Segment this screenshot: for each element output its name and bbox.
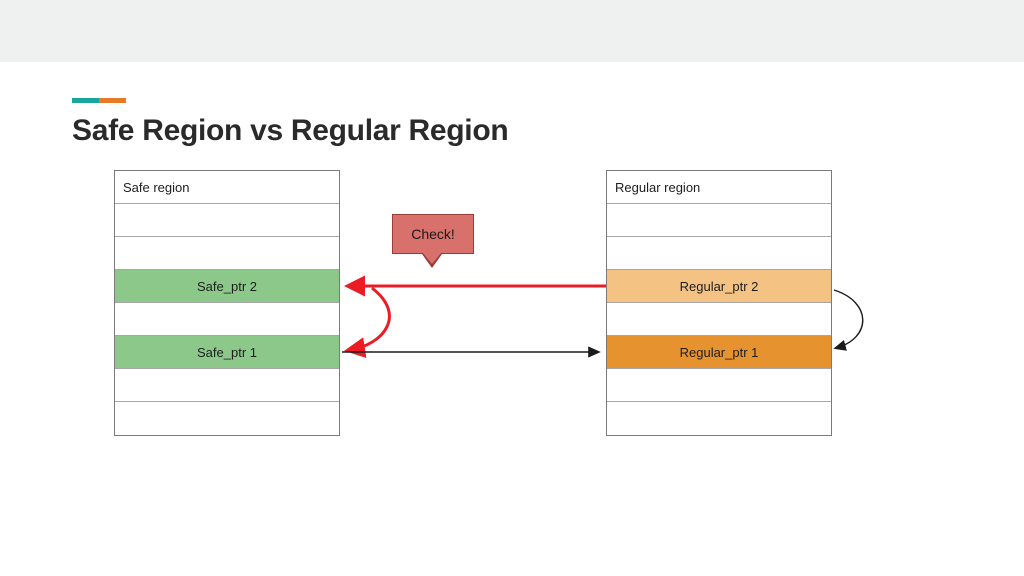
arrow-regular2-to-regular1-curve [834,290,863,348]
table-row [607,204,831,237]
page-title: Safe Region vs Regular Region [72,114,952,148]
callout-tail-fill [422,252,442,264]
regular-region-table: Regular region Regular_ptr 2 Regular_ptr… [606,170,832,436]
table-row [115,402,339,435]
safe-ptr-1-cell: Safe_ptr 1 [115,336,339,369]
safe-region-table: Safe region Safe_ptr 2 Safe_ptr 1 [114,170,340,436]
table-row [607,303,831,336]
table-row [115,237,339,270]
check-callout: Check! [392,214,474,254]
top-bar [0,0,1024,62]
table-row [115,204,339,237]
regular-ptr-2-cell: Regular_ptr 2 [607,270,831,303]
check-callout-label: Check! [411,226,455,242]
accent-seg-2 [99,98,126,103]
safe-ptr-2-cell: Safe_ptr 2 [115,270,339,303]
table-row [115,303,339,336]
table-row [607,402,831,435]
table-row [607,237,831,270]
table-row [115,369,339,402]
regular-ptr-1-cell: Regular_ptr 1 [607,336,831,369]
regular-region-header: Regular region [607,171,831,204]
accent-seg-1 [72,98,99,103]
table-row [607,369,831,402]
slide-content: Safe Region vs Regular Region Safe regio… [0,62,1024,490]
diagram-area: Safe region Safe_ptr 2 Safe_ptr 1 Regula… [72,170,952,490]
arrow-safe2-to-safe1-curve [350,288,389,350]
accent-bar [72,98,126,103]
safe-region-header: Safe region [115,171,339,204]
